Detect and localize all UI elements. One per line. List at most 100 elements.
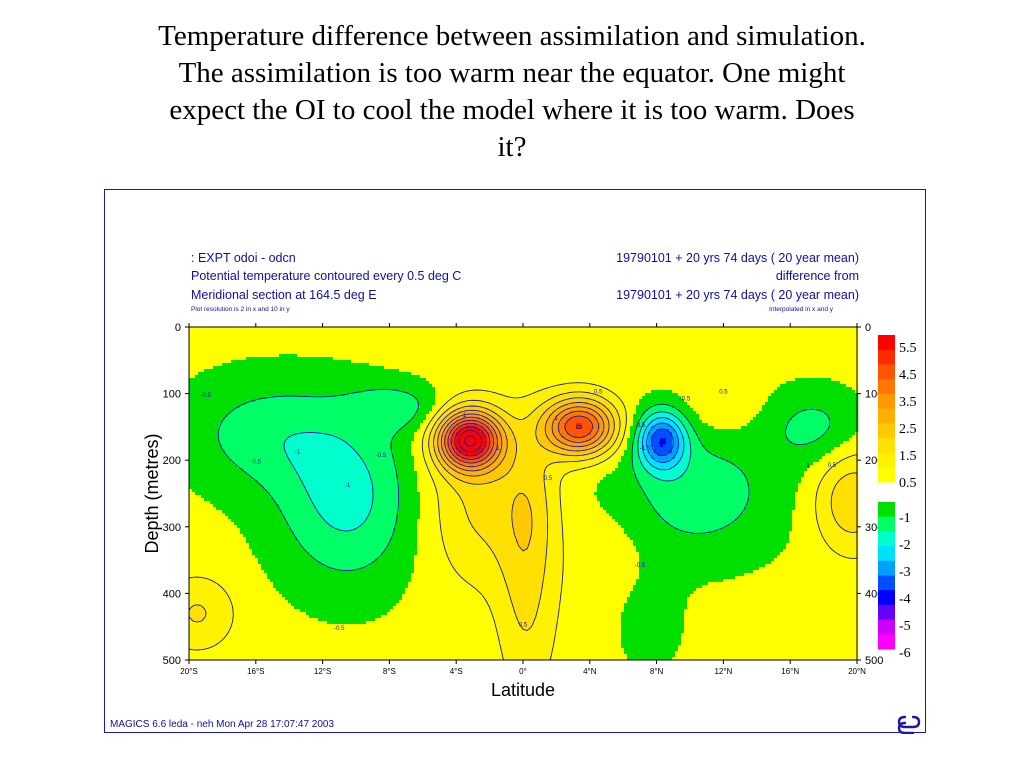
field-cell (723, 330, 727, 334)
field-cell (423, 390, 427, 394)
field-cell (540, 378, 544, 382)
field-cell (339, 348, 343, 352)
field-cell (675, 354, 679, 358)
field-cell (762, 387, 766, 391)
field-cell (288, 351, 292, 355)
field-cell (258, 342, 262, 346)
field-cell (318, 342, 322, 346)
field-cell (498, 342, 502, 346)
field-cell (675, 381, 679, 385)
field-cell (354, 327, 358, 331)
field-cell (408, 378, 412, 382)
field-cell (630, 354, 634, 358)
field-cell (741, 327, 745, 331)
field-cell (813, 378, 817, 382)
field-cell (276, 339, 280, 343)
field-cell (330, 375, 334, 379)
field-cell (570, 360, 574, 364)
field-cell (822, 378, 826, 382)
field-cell (288, 339, 292, 343)
field-cell (735, 387, 739, 391)
field-cell (567, 363, 571, 367)
field-cell (366, 375, 370, 379)
field-cell (783, 366, 787, 370)
field-cell (546, 354, 550, 358)
field-cell (384, 348, 388, 352)
field-cell (810, 387, 814, 391)
field-cell (477, 378, 481, 382)
field-cell (840, 330, 844, 334)
field-cell (471, 333, 475, 337)
field-cell (624, 366, 628, 370)
field-cell (681, 330, 685, 334)
field-cell (210, 351, 214, 355)
field-cell (414, 348, 418, 352)
field-cell (558, 387, 562, 391)
field-cell (363, 387, 367, 391)
field-cell (741, 348, 745, 352)
field-cell (693, 333, 697, 337)
field-cell (846, 351, 850, 355)
field-cell (561, 333, 565, 337)
field-cell (516, 372, 520, 376)
field-cell (702, 342, 706, 346)
field-cell (795, 360, 799, 364)
field-cell (528, 333, 532, 337)
field-cell (810, 381, 814, 385)
field-cell (426, 375, 430, 379)
field-cell (735, 369, 739, 373)
field-cell (624, 390, 628, 394)
field-cell (426, 339, 430, 343)
field-cell (573, 366, 577, 370)
field-cell (516, 339, 520, 343)
field-cell (576, 366, 580, 370)
field-cell (222, 390, 226, 394)
field-cell (429, 351, 433, 355)
field-cell (297, 369, 301, 373)
field-cell (447, 369, 451, 373)
field-cell (327, 330, 331, 334)
field-cell (450, 339, 454, 343)
field-cell (579, 357, 583, 361)
field-cell (390, 342, 394, 346)
field-cell (237, 360, 241, 364)
field-cell (819, 360, 823, 364)
field-cell (837, 375, 841, 379)
field-cell (384, 354, 388, 358)
field-cell (411, 378, 415, 382)
field-cell (588, 387, 592, 391)
field-cell (432, 378, 436, 382)
field-cell (846, 387, 850, 391)
field-cell (252, 357, 256, 361)
field-cell (204, 372, 208, 376)
field-cell (267, 387, 271, 391)
field-cell (612, 351, 616, 355)
field-cell (654, 390, 658, 394)
field-cell (639, 363, 643, 367)
field-cell (411, 342, 415, 346)
field-cell (393, 372, 397, 376)
field-cell (444, 345, 448, 349)
field-cell (849, 348, 853, 352)
field-cell (618, 345, 622, 349)
field-cell (747, 366, 751, 370)
field-cell (630, 339, 634, 343)
field-cell (813, 351, 817, 355)
field-cell (570, 390, 574, 394)
field-cell (615, 390, 619, 394)
field-cell (327, 393, 331, 397)
field-cell (603, 369, 607, 373)
field-cell (501, 360, 505, 364)
field-cell (276, 345, 280, 349)
field-cell (708, 384, 712, 388)
field-cell (402, 342, 406, 346)
field-cell (765, 378, 769, 382)
field-cell (450, 333, 454, 337)
field-cell (774, 390, 778, 394)
field-cell (822, 372, 826, 376)
field-cell (219, 333, 223, 337)
field-cell (696, 354, 700, 358)
field-cell (768, 333, 772, 337)
field-cell (477, 336, 481, 340)
field-cell (708, 327, 712, 331)
